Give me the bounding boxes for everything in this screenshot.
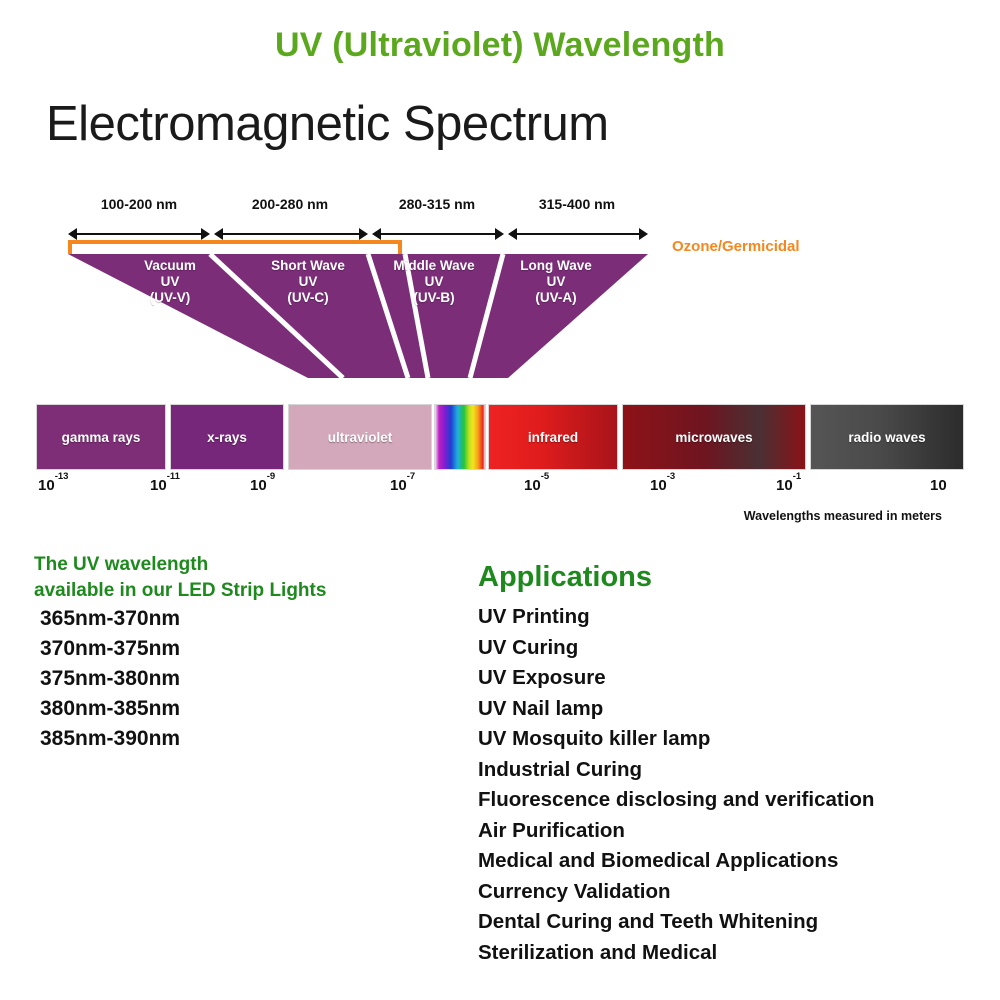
- arrow-line: [379, 233, 497, 235]
- list-item: Dental Curing and Teeth Whitening: [478, 910, 819, 933]
- em-label-microwaves: microwaves: [675, 429, 753, 445]
- uv-range-arrow-3: [508, 226, 648, 242]
- list-item: 385nm-390nm: [40, 727, 181, 750]
- list-item: 370nm-375nm: [40, 637, 181, 660]
- scale-tick-1: 10-11: [150, 470, 180, 494]
- arrow-left-icon: [68, 228, 77, 240]
- applications-panel: Applications UV Printing UV Curing UV Ex…: [478, 558, 978, 968]
- uv-band-name-2-line1: Middle Wave: [393, 258, 475, 273]
- scale-tick-0: 10-13: [38, 470, 69, 494]
- list-item: 365nm-370nm: [40, 607, 181, 630]
- arrow-line: [221, 233, 361, 235]
- list-item: Industrial Curing: [478, 757, 642, 781]
- list-item: UV Curing: [478, 635, 579, 659]
- em-label-radio-waves: radio waves: [848, 429, 926, 445]
- wavelength-scale: 10-13 10-11 10-9 10-7 10-5 10-3 10-1 10: [0, 470, 1000, 502]
- list-item: 380nm-385nm: [40, 697, 181, 720]
- ozone-germicidal-label: Ozone/Germicidal: [672, 238, 800, 255]
- em-label-ultraviolet: ultraviolet: [327, 429, 393, 445]
- arrow-left-icon: [372, 228, 381, 240]
- bracket-cap-left: [68, 240, 72, 254]
- em-spectrum-bar: gamma rays x-rays ultraviolet infrared m…: [0, 404, 1000, 470]
- em-box-gamma-rays: gamma rays: [36, 404, 166, 470]
- uv-band-name-2-line2: UV: [424, 274, 444, 289]
- uv-band-name-0-line2: UV: [160, 274, 180, 289]
- scale-tick-3: 10-7: [390, 470, 416, 494]
- uv-band-name-0: Vacuum UV (UV-V): [100, 258, 240, 306]
- em-box-radio-waves: radio waves: [810, 404, 964, 470]
- scale-tick-6: 10-1: [776, 470, 802, 494]
- list-item: Air Purification: [478, 818, 625, 842]
- em-box-microwaves: microwaves: [622, 404, 806, 470]
- spectrum-heading: Electromagnetic Spectrum: [46, 97, 609, 151]
- arrow-right-icon: [639, 228, 648, 240]
- uv-band-name-2: Middle Wave UV (UV-B): [364, 258, 504, 306]
- list-item: Currency Validation: [478, 879, 671, 903]
- arrow-right-icon: [359, 228, 368, 240]
- uv-range-arrow-2: [372, 226, 504, 242]
- uv-range-label-1: 200-280 nm: [251, 196, 329, 212]
- bracket-bar: [68, 240, 402, 244]
- arrow-line: [75, 233, 203, 235]
- em-box-infrared: infrared: [488, 404, 618, 470]
- bracket-cap-right: [398, 240, 402, 254]
- uv-band-name-1-line2: UV: [298, 274, 318, 289]
- uv-band-name-3: Long Wave UV (UV-A): [486, 258, 626, 306]
- uv-band-name-3-line2: UV: [546, 274, 566, 289]
- uv-band-name-3-line1: Long Wave: [520, 258, 592, 273]
- list-item: UV Printing: [478, 605, 590, 628]
- uv-funnel-shape: [68, 252, 648, 380]
- ozone-germicidal-bracket: [68, 240, 402, 254]
- scale-tick-2: 10-9: [250, 470, 276, 494]
- arrow-line: [515, 233, 641, 235]
- list-item: UV Exposure: [478, 666, 606, 689]
- uv-band-name-1-line1: Short Wave: [271, 258, 345, 273]
- arrow-right-icon: [201, 228, 210, 240]
- arrow-left-icon: [508, 228, 517, 240]
- uv-range-arrow-0: [68, 226, 210, 242]
- uv-band-name-0-line1: Vacuum: [144, 258, 196, 273]
- uv-band-name-1: Short Wave UV (UV-C): [238, 258, 378, 306]
- uv-band-name-3-line3: (UV-A): [535, 290, 577, 305]
- uv-band-name-2-line3: (UV-B): [413, 290, 455, 305]
- uv-band-name-1-line3: (UV-C): [287, 290, 329, 305]
- uv-range-label-3: 315-400 nm: [538, 196, 616, 212]
- em-label-gamma-rays: gamma rays: [61, 429, 141, 445]
- em-label-infrared: infrared: [527, 429, 579, 445]
- uv-available-title-line1: The UV wavelength: [34, 554, 209, 575]
- scale-caption: Wavelengths measured in meters: [743, 509, 942, 523]
- scale-tick-4: 10-5: [524, 470, 550, 494]
- list-item: Fluorescence disclosing and verification: [478, 788, 875, 811]
- list-item: UV Mosquito killer lamp: [478, 727, 711, 750]
- applications-title: Applications: [478, 561, 653, 593]
- scale-tick-5: 10-3: [650, 470, 676, 494]
- uv-range-label-0: 100-200 nm: [100, 196, 178, 212]
- list-item: UV Nail lamp: [478, 696, 604, 720]
- uv-available-title: The UV wavelength available in our LED S…: [34, 552, 434, 604]
- uv-available-title-line2: available in our LED Strip Lights: [34, 580, 327, 601]
- em-label-x-rays: x-rays: [207, 429, 247, 445]
- uv-range-arrow-1: [214, 226, 368, 242]
- list-item: Medical and Biomedical Applications: [478, 849, 839, 872]
- uv-range-label-2: 280-315 nm: [398, 196, 476, 212]
- page-title: UV (Ultraviolet) Wavelength: [275, 26, 725, 64]
- uv-band-diagram: 100-200 nm 200-280 nm 280-315 nm 315-400…: [0, 196, 1000, 396]
- em-box-ultraviolet: ultraviolet: [288, 404, 432, 470]
- arrow-right-icon: [495, 228, 504, 240]
- arrow-left-icon: [214, 228, 223, 240]
- uv-available-panel: The UV wavelength available in our LED S…: [34, 552, 434, 754]
- em-box-visible-light: [434, 404, 486, 470]
- scale-tick-7: 10: [930, 477, 947, 494]
- uv-band-name-0-line3: (UV-V): [149, 290, 191, 305]
- em-box-x-rays: x-rays: [170, 404, 284, 470]
- list-item: Sterilization and Medical: [478, 940, 718, 964]
- list-item: 375nm-380nm: [40, 667, 181, 690]
